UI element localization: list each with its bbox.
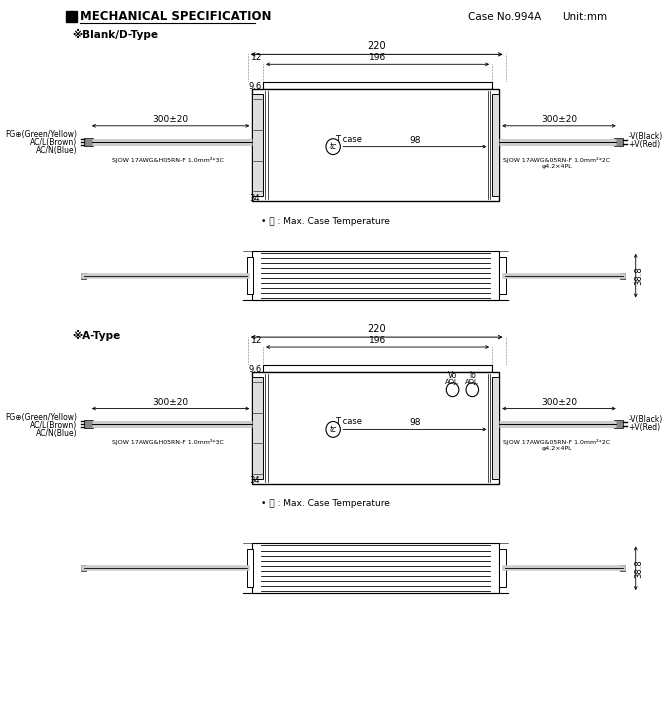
Text: AC/L(Brown): AC/L(Brown) <box>30 138 77 147</box>
Text: 98: 98 <box>409 135 421 145</box>
Text: -V(Black): -V(Black) <box>628 133 663 141</box>
Text: 220: 220 <box>367 42 386 51</box>
Text: 196: 196 <box>369 336 386 345</box>
Text: T case: T case <box>335 417 362 427</box>
Bar <box>499 549 506 587</box>
Text: φ4.2×4PL: φ4.2×4PL <box>541 164 572 168</box>
Bar <box>81 565 86 571</box>
Text: SJOW 17AWG&05RN-F 1.0mm²*2C: SJOW 17AWG&05RN-F 1.0mm²*2C <box>503 439 610 446</box>
Bar <box>263 82 492 89</box>
Bar <box>253 94 263 196</box>
Text: SJOW 17AWG&05RN-F 1.0mm²*2C: SJOW 17AWG&05RN-F 1.0mm²*2C <box>503 157 610 163</box>
Text: 300±20: 300±20 <box>541 115 577 124</box>
Bar <box>253 544 499 593</box>
Text: +V(Red): +V(Red) <box>628 140 661 149</box>
Text: ※A-Type: ※A-Type <box>72 330 120 341</box>
Bar <box>492 94 499 196</box>
Text: 12: 12 <box>251 54 262 62</box>
Bar <box>499 257 506 295</box>
Text: Io: Io <box>469 371 476 380</box>
Text: -V(Black): -V(Black) <box>628 415 663 424</box>
Bar <box>66 11 77 22</box>
Text: 300±20: 300±20 <box>541 398 577 407</box>
Bar <box>492 376 499 479</box>
Bar <box>253 372 499 484</box>
Text: tc: tc <box>330 425 337 434</box>
Bar <box>620 565 625 571</box>
Text: 98: 98 <box>409 418 421 427</box>
Text: FG⊕(Green/Yellow): FG⊕(Green/Yellow) <box>5 413 77 422</box>
Text: 220: 220 <box>367 324 386 334</box>
Text: 38.8: 38.8 <box>634 266 643 285</box>
Text: 196: 196 <box>369 54 386 62</box>
Text: 300±20: 300±20 <box>153 115 189 124</box>
Text: 34: 34 <box>250 477 261 486</box>
Text: ADJ.: ADJ. <box>446 379 460 385</box>
Text: tc: tc <box>330 142 337 151</box>
Text: Vo: Vo <box>448 371 457 380</box>
Text: ※Blank/D-Type: ※Blank/D-Type <box>72 29 158 40</box>
Bar <box>620 273 625 278</box>
Text: AC/N(Blue): AC/N(Blue) <box>36 146 77 155</box>
Text: MECHANICAL SPECIFICATION: MECHANICAL SPECIFICATION <box>80 10 271 23</box>
Text: 34: 34 <box>250 194 261 203</box>
Text: FG⊕(Green/Yellow): FG⊕(Green/Yellow) <box>5 130 77 139</box>
Bar <box>253 251 499 300</box>
Text: 300±20: 300±20 <box>153 398 189 407</box>
Text: • Ⓣ : Max. Case Temperature: • Ⓣ : Max. Case Temperature <box>261 216 390 226</box>
Bar <box>614 420 623 429</box>
Bar <box>84 137 93 146</box>
Bar <box>81 273 86 278</box>
Text: AC/L(Brown): AC/L(Brown) <box>30 421 77 430</box>
Text: Unit:mm: Unit:mm <box>562 12 607 22</box>
Text: AC/N(Blue): AC/N(Blue) <box>36 429 77 438</box>
Text: 9.6: 9.6 <box>248 365 261 374</box>
Bar <box>263 365 492 372</box>
Text: SJOW 17AWG&H05RN-F 1.0mm²*3C: SJOW 17AWG&H05RN-F 1.0mm²*3C <box>113 157 224 163</box>
Bar <box>247 257 253 295</box>
Text: Case No.994A: Case No.994A <box>468 12 541 22</box>
Text: SJOW 17AWG&H05RN-F 1.0mm²*3C: SJOW 17AWG&H05RN-F 1.0mm²*3C <box>113 439 224 446</box>
Bar <box>84 420 93 429</box>
Text: 38.8: 38.8 <box>634 559 643 577</box>
Text: T case: T case <box>335 135 362 144</box>
Text: ADJ.: ADJ. <box>465 379 480 385</box>
Bar <box>614 137 623 146</box>
Text: 9.6: 9.6 <box>248 82 261 91</box>
Bar <box>253 376 263 479</box>
Text: 12: 12 <box>251 336 262 345</box>
Text: +V(Red): +V(Red) <box>628 423 661 432</box>
Bar <box>247 549 253 587</box>
Text: • Ⓣ : Max. Case Temperature: • Ⓣ : Max. Case Temperature <box>261 499 390 508</box>
Text: φ4.2×4PL: φ4.2×4PL <box>541 446 572 451</box>
Bar <box>253 89 499 201</box>
